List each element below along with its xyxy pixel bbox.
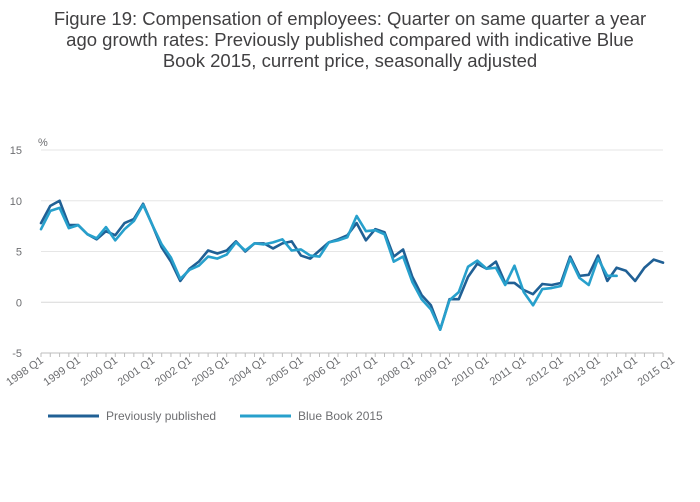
y-axis-label: % <box>38 137 48 149</box>
y-tick-label: 0 <box>16 297 22 309</box>
gridlines <box>41 149 663 354</box>
series-lines <box>39 199 665 331</box>
x-tick-label: 2001 Q1 <box>116 355 157 389</box>
legend-label: Blue Book 2015 <box>298 409 383 423</box>
y-tick-label: 10 <box>10 196 22 208</box>
x-tick-label: 2009 Q1 <box>413 355 454 389</box>
legend-label: Previously published <box>106 409 216 423</box>
x-tick-label: 2011 Q1 <box>488 355 529 389</box>
x-tick-label: 2008 Q1 <box>376 355 417 389</box>
y-axis: -5 0 5 10 15 <box>10 145 22 360</box>
x-tick-label: 2010 Q1 <box>450 355 491 389</box>
x-tick-label: 2003 Q1 <box>190 355 231 389</box>
chart-title-line: Figure 19: Compensation of employees: Qu… <box>53 8 647 29</box>
x-tick-label: 1998 Q1 <box>4 355 45 389</box>
y-tick-label: -5 <box>12 348 22 360</box>
y-tick-label: 5 <box>16 247 22 259</box>
x-tick-label: 2000 Q1 <box>79 355 120 389</box>
chart-title-line: ago growth rates: Previously published c… <box>66 29 634 50</box>
y-tick-label: 15 <box>10 145 22 157</box>
x-tick-label: 2012 Q1 <box>524 355 565 389</box>
x-tick-label: 2013 Q1 <box>561 355 602 389</box>
x-tick-label: 2004 Q1 <box>227 355 268 389</box>
x-tick-label: 1999 Q1 <box>41 355 82 389</box>
x-tick-label: 2006 Q1 <box>301 355 342 389</box>
x-tick-label: 2002 Q1 <box>153 355 194 389</box>
x-tick-label: 2007 Q1 <box>338 355 379 389</box>
x-tick-label: 2014 Q1 <box>598 355 639 389</box>
chart-title-line: Book 2015, current price, seasonally adj… <box>162 50 538 71</box>
x-tick-label: 2005 Q1 <box>264 355 305 389</box>
series-line <box>39 203 618 331</box>
legend: Previously published Blue Book 2015 <box>48 409 383 423</box>
chart-title: Figure 19: Compensation of employees: Qu… <box>10 8 690 71</box>
x-tick-label: 2015 Q1 <box>636 355 677 389</box>
